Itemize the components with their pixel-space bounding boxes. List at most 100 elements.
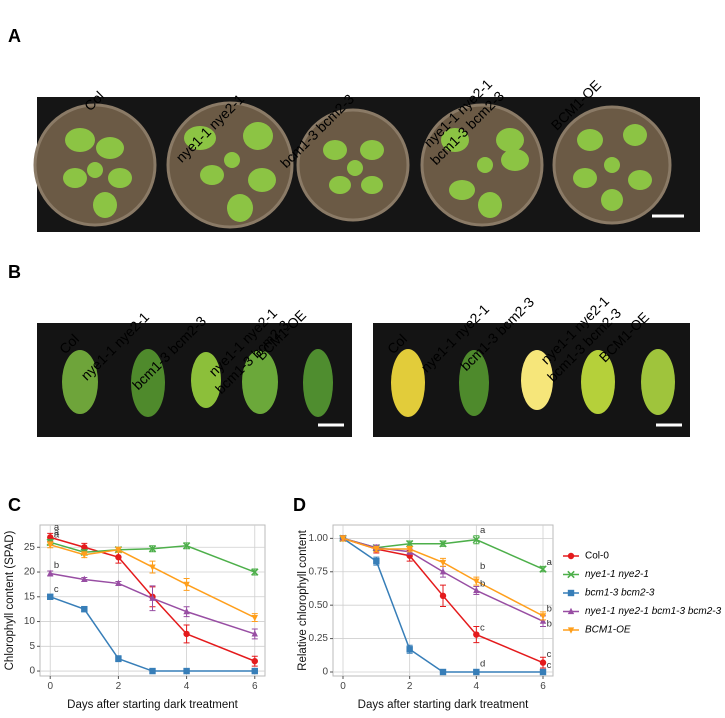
chart: 0 0.25 0.50 0.75 1.00 0 2 4 6 Days after starting… <box>297 524 554 711</box>
point <box>47 593 54 600</box>
legend-marker <box>567 570 575 579</box>
x-tick-label: 4 <box>474 681 480 692</box>
x-axis-label: Days after starting dark treatment <box>358 699 529 711</box>
x-axis-label: Days after starting dark treatment <box>67 699 238 711</box>
series-line <box>342 537 544 622</box>
point <box>47 569 54 577</box>
x-tick-label: 0 <box>47 681 53 692</box>
x-tick-label: 4 <box>184 681 190 692</box>
y-tick-label: 0 <box>322 667 328 678</box>
y-tick-label: 0 <box>29 666 35 677</box>
y-tick-label: 25 <box>24 542 36 553</box>
point <box>115 655 122 662</box>
series-line <box>342 537 544 617</box>
y-tick-label: 5 <box>29 641 35 652</box>
point <box>183 581 190 589</box>
point <box>251 667 258 675</box>
point <box>81 605 88 613</box>
annotation: c <box>480 622 485 633</box>
panel-label: C <box>8 495 21 515</box>
point <box>81 575 88 583</box>
point <box>405 539 414 548</box>
point <box>439 668 447 676</box>
point <box>473 668 480 676</box>
annotation: b <box>547 604 552 615</box>
point <box>373 546 380 553</box>
annotation: a <box>54 527 60 538</box>
annotation: d <box>480 658 485 669</box>
point <box>473 586 480 594</box>
point <box>439 539 447 548</box>
legend-label: nye1-1 nye2-1 bcm1-3 bcm2-3 <box>585 606 722 617</box>
legend-label: Col-0 <box>585 551 609 562</box>
annotation: c <box>54 584 59 595</box>
legend-marker <box>567 607 575 615</box>
point <box>149 667 156 675</box>
annotation: a <box>547 557 553 568</box>
legend-label: BCM1-OE <box>585 625 631 636</box>
panel-label: D <box>293 495 306 515</box>
point <box>439 559 447 567</box>
point <box>149 564 156 571</box>
annotation: c <box>547 660 552 671</box>
series-line <box>49 596 255 672</box>
series-line <box>342 537 543 673</box>
y-tick-label: 20 <box>24 567 36 578</box>
photo-leaves <box>37 323 690 437</box>
legend-label: bcm1-3 bcm2-3 <box>585 588 655 599</box>
point <box>115 553 122 561</box>
annotation: b <box>480 561 485 572</box>
point <box>539 617 547 624</box>
point <box>473 631 480 638</box>
x-tick-label: 6 <box>252 681 258 692</box>
point <box>115 547 122 554</box>
x-tick-label: 2 <box>116 681 122 692</box>
legend-marker <box>567 589 575 597</box>
photo-rosettes <box>33 97 700 232</box>
y-tick-label: 0.75 <box>309 566 329 577</box>
series-line <box>50 541 256 573</box>
series-line <box>50 572 256 635</box>
point <box>81 552 88 559</box>
point <box>406 546 413 553</box>
point <box>251 568 259 576</box>
point <box>406 646 413 653</box>
y-axis-label: Relative chlorophyll content <box>297 529 309 670</box>
point <box>183 667 190 675</box>
point <box>339 535 347 543</box>
point <box>472 535 481 544</box>
annotation: b <box>547 618 552 629</box>
x-tick-label: 6 <box>540 681 546 692</box>
legend-marker <box>567 552 575 560</box>
annotation: a <box>480 525 486 536</box>
y-axis-label: Chlorophyll content (SPAD) <box>4 530 16 670</box>
legend-label: nye1-1 nye2-1 <box>585 569 649 580</box>
point <box>148 545 157 553</box>
x-tick-label: 2 <box>407 681 413 692</box>
y-tick-label: 0.25 <box>309 633 329 644</box>
point <box>539 659 547 666</box>
annotation: a <box>54 529 60 540</box>
point <box>183 607 190 615</box>
point <box>539 613 547 620</box>
legend: Col-0 nye1-1 nye2-1 bcm1-3 bcm2-3 nye1-1 ny… <box>563 551 722 636</box>
point <box>439 567 447 575</box>
y-tick-label: 15 <box>24 591 36 602</box>
x-tick-label: 0 <box>340 681 346 692</box>
annotation: b <box>480 578 485 589</box>
point <box>439 592 447 600</box>
point <box>539 565 547 573</box>
point <box>149 594 156 601</box>
point <box>115 579 122 587</box>
annotation: b <box>54 560 59 571</box>
y-tick-label: 0.50 <box>309 600 329 611</box>
point <box>47 542 54 549</box>
series-line <box>50 536 256 662</box>
point <box>539 668 547 676</box>
point <box>182 542 191 550</box>
point <box>251 630 258 637</box>
point <box>473 578 480 585</box>
point <box>183 630 190 638</box>
